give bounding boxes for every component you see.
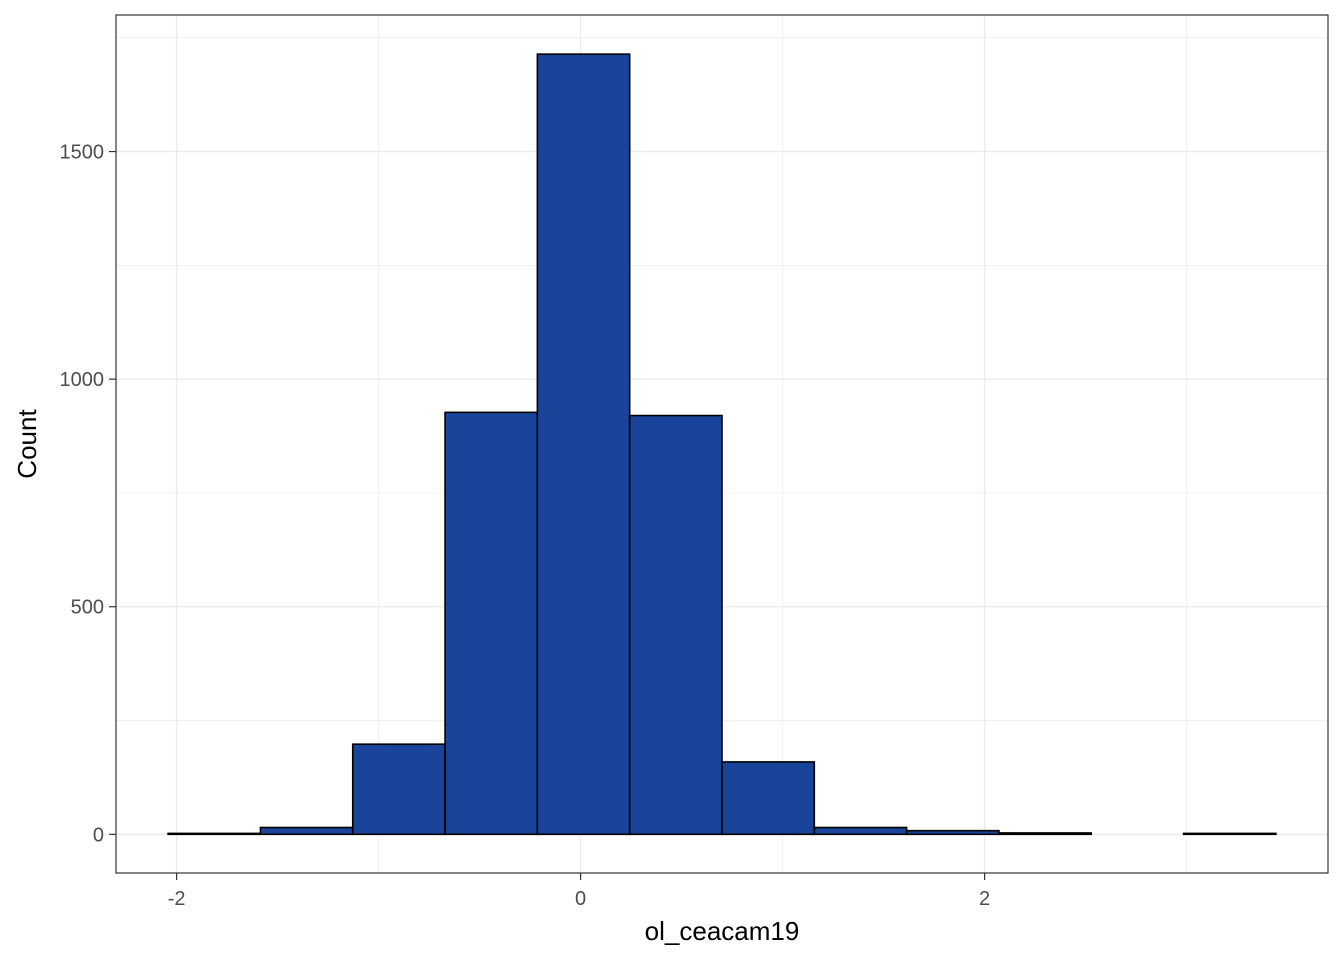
histogram-bar — [721, 761, 816, 836]
y-tick-label: 1500 — [60, 142, 105, 164]
y-tick-label: 1000 — [60, 369, 105, 391]
x-tick-label: 2 — [979, 888, 990, 910]
x-axis-title: ol_ceacam19 — [645, 916, 800, 946]
histogram-bar — [905, 829, 1000, 836]
histogram-bar — [167, 832, 262, 836]
histogram-bar — [259, 826, 354, 836]
histogram-bar — [813, 826, 908, 836]
y-tick-label: 0 — [93, 824, 104, 846]
histogram-bar — [628, 414, 723, 836]
histogram-bar — [444, 411, 539, 836]
histogram-bar — [1182, 832, 1277, 836]
grid-lines — [116, 15, 1328, 873]
histogram-bar — [351, 743, 446, 836]
y-axis-title: Count — [12, 409, 42, 479]
histogram-bar — [998, 832, 1093, 836]
y-tick-label: 500 — [71, 597, 104, 619]
x-tick-label: 0 — [575, 888, 586, 910]
panel-border — [115, 14, 1329, 874]
histogram-bar — [536, 53, 631, 836]
histogram-bars — [167, 53, 1277, 836]
axis-ticks: -2 0 2 0 500 1000 1500 — [60, 142, 991, 910]
x-tick-label: -2 — [168, 888, 186, 910]
